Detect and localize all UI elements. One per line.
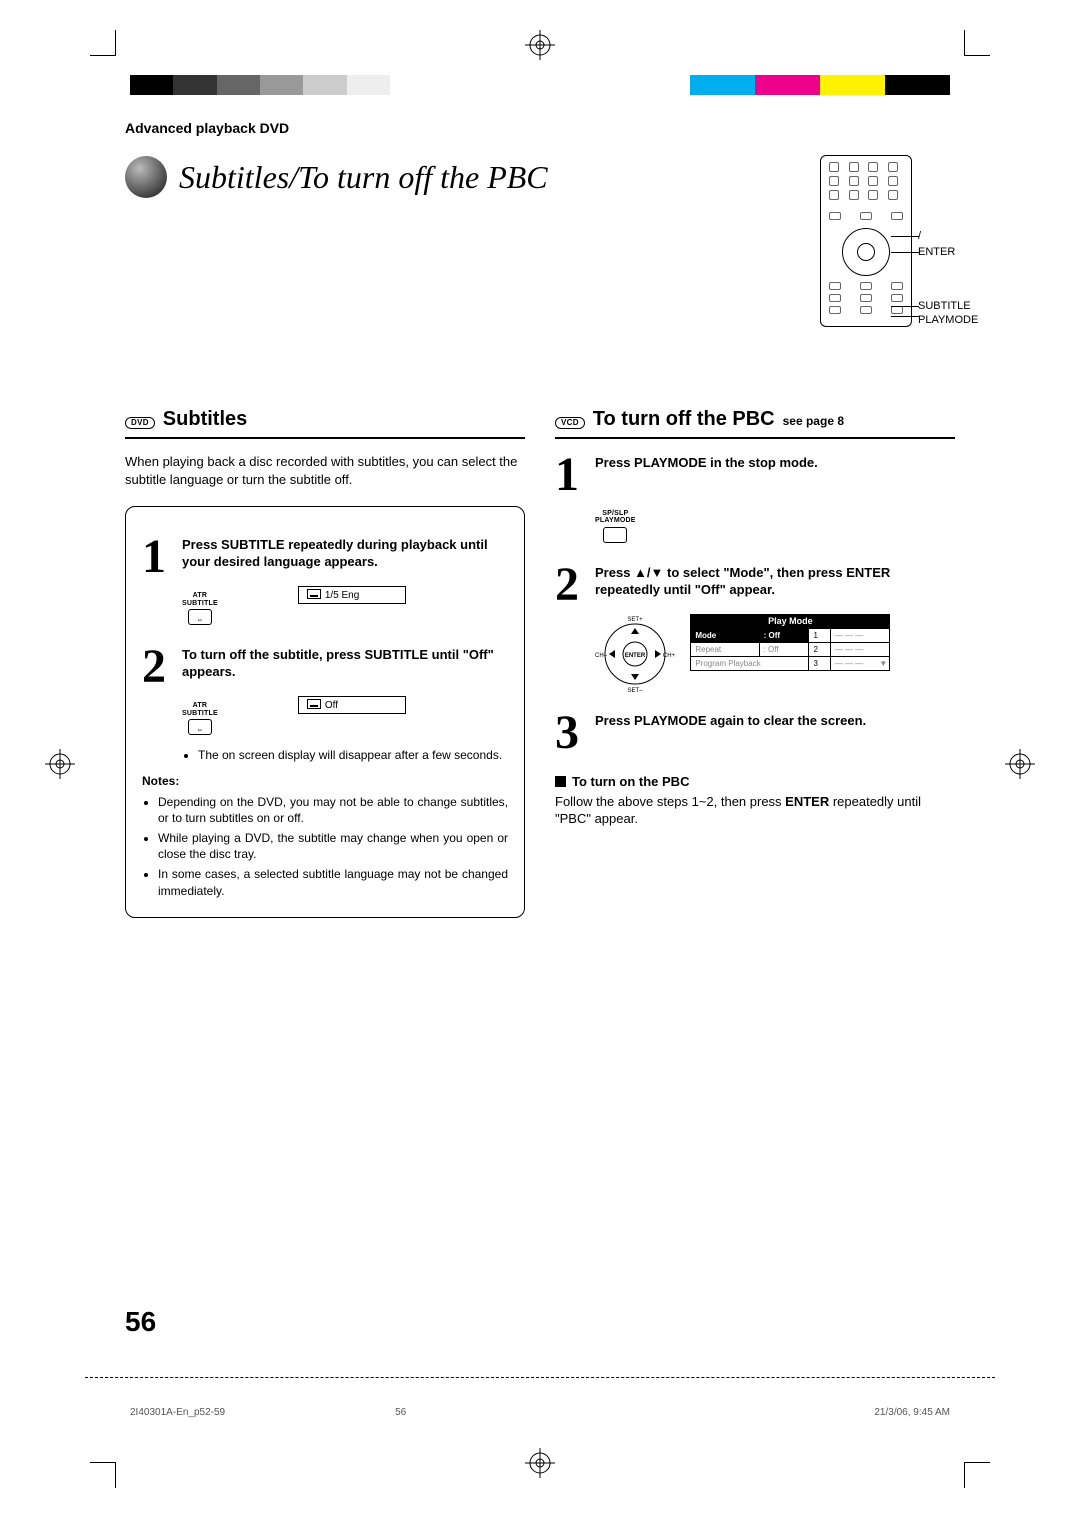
svg-text:ENTER: ENTER: [625, 653, 646, 659]
crop-marks-top: [0, 30, 1080, 70]
pbc-step-3-text: Press PLAYMODE again to clear the screen…: [595, 713, 866, 754]
subtitle-button-icon: ATR SUBTITLE ⎵: [182, 592, 218, 625]
subtitles-steps-box: 1 Press SUBTITLE repeatedly during playb…: [125, 506, 525, 918]
subtitle-icon: [307, 699, 321, 709]
color-calibration-bar: [690, 75, 950, 95]
grayscale-calibration-bar: [130, 75, 390, 95]
table-row: Mode : Off 1 — — —: [691, 628, 890, 642]
subtitles-column: DVD Subtitles When playing back a disc r…: [125, 408, 525, 918]
step-number: 2: [142, 647, 172, 688]
step-2-text: To turn off the subtitle, press SUBTITLE…: [182, 647, 508, 688]
crop-marks-bottom: [0, 1448, 1080, 1488]
table-row: Program Playback 3 — — — ▼: [691, 656, 890, 670]
turn-on-pbc-text: Follow the above steps 1~2, then press E…: [555, 793, 955, 828]
page-title: Subtitles/To turn off the PBC: [179, 159, 548, 196]
osd-display: 1/5 Eng: [298, 586, 406, 604]
pbc-column: VCD To turn off the PBC see page 8 1 Pre…: [555, 408, 955, 918]
step-number: 1: [142, 537, 172, 578]
registration-mark-icon: [45, 749, 75, 779]
page-number: 56: [125, 1306, 156, 1338]
step-1-text: Press SUBTITLE repeatedly during playbac…: [182, 537, 508, 578]
pbc-heading: To turn off the PBC: [593, 408, 775, 431]
subtitle-icon: [307, 589, 321, 599]
pbc-step-2-text: Press ▲/▼ to select "Mode", then press E…: [595, 565, 955, 606]
svg-text:SET–: SET–: [627, 688, 643, 694]
subtitle-button-icon: ATR SUBTITLE ⎵: [182, 702, 218, 735]
svg-text:CH+: CH+: [663, 653, 675, 659]
cut-line: [85, 1377, 995, 1378]
see-page-ref: see page 8: [783, 414, 844, 428]
registration-mark-icon: [525, 1448, 555, 1478]
footer-page: 56: [225, 1407, 874, 1418]
footer-file: 2I40301A-En_p52-59: [130, 1407, 225, 1418]
note-text: The on screen display will disappear aft…: [198, 747, 508, 763]
section-label: Advanced playback DVD: [125, 120, 955, 136]
footer-date: 21/3/06, 9:45 AM: [874, 1407, 950, 1418]
subtitles-intro: When playing back a disc recorded with s…: [125, 453, 525, 488]
playmode-osd-title: Play Mode: [690, 614, 890, 628]
table-row: Repeat : Off 2 — — —: [691, 642, 890, 656]
osd-display: Off: [298, 696, 406, 714]
footer: 2I40301A-En_p52-59 56 21/3/06, 9:45 AM: [130, 1407, 950, 1418]
registration-mark-icon: [525, 30, 555, 60]
note-item: While playing a DVD, the subtitle may ch…: [158, 830, 508, 862]
playmode-osd: Play Mode Mode : Off 1 — — — Repeat : Of…: [690, 614, 890, 671]
dvd-badge: DVD: [125, 417, 155, 429]
pbc-step-1-text: Press PLAYMODE in the stop mode.: [595, 455, 818, 496]
step-number: 2: [555, 565, 585, 606]
notes-list: Depending on the DVD, you may not be abl…: [142, 794, 508, 899]
page: / ENTER SUBTITLE PLAYMODE Advanced playb…: [0, 0, 1080, 1528]
square-bullet-icon: [555, 776, 566, 787]
registration-mark-icon: [1005, 749, 1035, 779]
turn-on-pbc-heading: To turn on the PBC: [555, 774, 955, 789]
sphere-bullet-icon: [125, 156, 167, 198]
note-item: In some cases, a selected subtitle langu…: [158, 866, 508, 898]
step-number: 3: [555, 713, 585, 754]
playmode-button-icon: SP/SLP PLAYMODE: [595, 510, 636, 543]
notes-header: Notes:: [142, 774, 508, 788]
note-item: Depending on the DVD, you may not be abl…: [158, 794, 508, 826]
subtitles-heading: Subtitles: [163, 408, 247, 431]
page-title-row: Subtitles/To turn off the PBC: [125, 156, 955, 198]
step-number: 1: [555, 455, 585, 496]
svg-text:CH–: CH–: [595, 653, 608, 659]
svg-text:SET+: SET+: [627, 617, 643, 623]
dpad-diagram: ENTER SET+ SET– CH– CH+: [595, 614, 675, 697]
vcd-badge: VCD: [555, 417, 585, 429]
